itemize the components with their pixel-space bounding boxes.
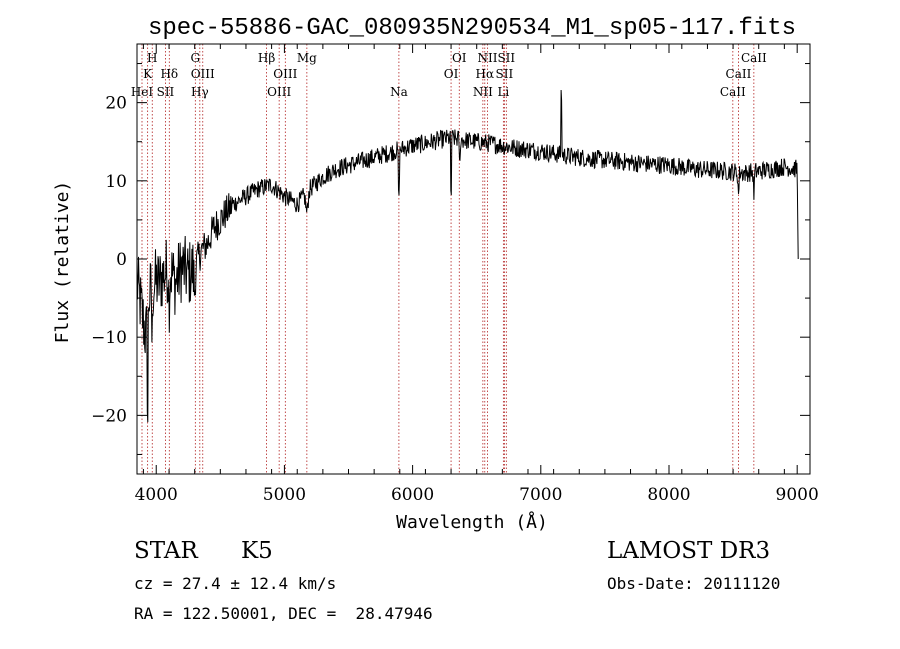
line-label: CaII	[720, 85, 746, 99]
spectrum-line	[136, 89, 799, 423]
x-axis: 4000 5000 6000 7000 8000 9000	[135, 44, 819, 505]
line-label: OIII	[267, 85, 291, 99]
line-label: OI	[444, 67, 459, 81]
line-label: K	[143, 67, 153, 81]
y-tick-label: −10	[91, 328, 127, 348]
x-tick-label: 6000	[391, 485, 434, 505]
line-label: Hγ	[191, 85, 209, 99]
line-label: NII	[473, 85, 493, 99]
line-label: HeI	[131, 85, 154, 99]
obs-date: Obs-Date: 20111120	[607, 574, 781, 593]
line-label: SII	[157, 85, 175, 99]
line-label: NII	[477, 51, 497, 65]
line-label: Hα	[475, 67, 494, 81]
y-axis: −20 −10 0 10 20	[91, 63, 810, 455]
line-label: SII	[497, 51, 515, 65]
coordinates: RA = 122.50001, DEC = 28.47946	[134, 604, 433, 623]
line-label: H	[147, 51, 157, 65]
line-label: Hδ	[160, 67, 178, 81]
object-class: STAR	[134, 538, 198, 564]
object-subclass: K5	[241, 538, 273, 564]
line-labels: HeIKHSIIHδGHγOIIIHβOIIIOIIIMgNaOIOINIIHα…	[131, 51, 767, 99]
chart-title: spec-55886-GAC_080935N290534_M1_sp05-117…	[148, 15, 796, 42]
y-axis-label: Flux (relative)	[52, 181, 73, 344]
x-tick-label: 4000	[135, 485, 178, 505]
x-tick-label: 5000	[263, 485, 306, 505]
line-label: G	[191, 51, 201, 65]
x-tick-label: 9000	[776, 485, 819, 505]
x-tick-label: 8000	[647, 485, 690, 505]
redshift-text: cz = 27.4 ± 12.4 km/s	[134, 574, 337, 593]
line-label: CaII	[726, 67, 752, 81]
line-label: SII	[496, 67, 514, 81]
y-tick-label: 0	[116, 250, 127, 270]
line-label: CaII	[741, 51, 767, 65]
line-label: OI	[452, 51, 467, 65]
line-label: Li	[497, 85, 509, 99]
line-markers	[141, 44, 755, 474]
line-label: Na	[390, 85, 408, 99]
line-label: OIII	[191, 67, 215, 81]
y-tick-label: 10	[105, 172, 127, 192]
x-axis-label: Wavelength (Å)	[396, 511, 548, 533]
line-label: OIII	[273, 67, 297, 81]
y-tick-label: 20	[105, 94, 127, 114]
survey-name: LAMOST DR3	[607, 538, 771, 564]
line-label: Hβ	[258, 51, 275, 65]
x-tick-label: 7000	[519, 485, 562, 505]
y-tick-label: −20	[91, 406, 127, 426]
plot-frame	[136, 43, 811, 475]
line-label: Mg	[297, 51, 317, 65]
